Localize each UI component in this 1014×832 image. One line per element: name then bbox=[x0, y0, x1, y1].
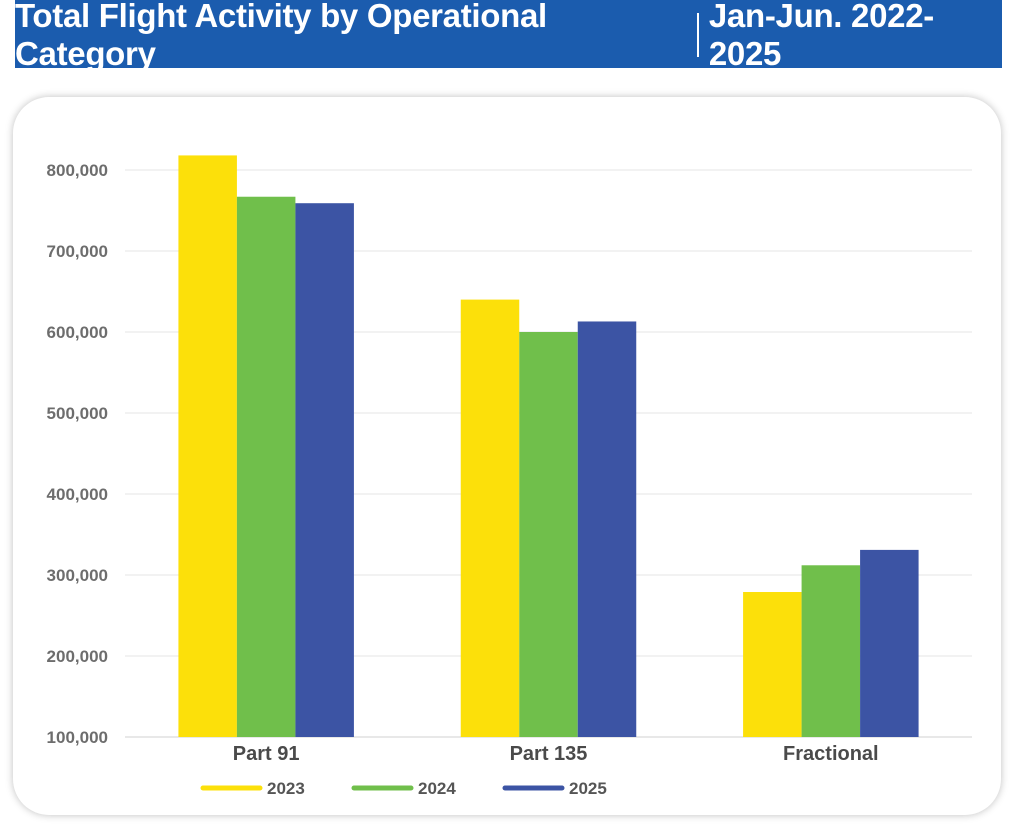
bar-2023 bbox=[460, 299, 520, 737]
bar-2025 bbox=[860, 549, 919, 737]
y-tick-label: 200,000 bbox=[47, 647, 108, 666]
chart-title-bar: Total Flight Activity by Operational Cat… bbox=[15, 0, 1002, 72]
bar-2025 bbox=[577, 321, 637, 737]
bar-2023 bbox=[178, 155, 237, 738]
bar-2023 bbox=[743, 592, 802, 737]
legend-label: 2025 bbox=[569, 779, 607, 798]
chart-title: Total Flight Activity by Operational Cat… bbox=[15, 0, 547, 72]
bar-2024 bbox=[236, 196, 296, 738]
legend: 2023 2024 2025 bbox=[200, 779, 607, 798]
chart-date-range: Jan-Jun. 2022-2025 bbox=[708, 0, 934, 72]
x-category-label: Part 91 bbox=[233, 743, 300, 765]
x-category-label: Part 135 bbox=[510, 743, 588, 765]
legend-label: 2023 bbox=[267, 779, 305, 798]
y-tick-label: 500,000 bbox=[47, 404, 108, 423]
y-tick-label: 600,000 bbox=[47, 323, 108, 342]
bar-2025 bbox=[295, 203, 354, 737]
y-tick-label: 400,000 bbox=[47, 485, 108, 504]
bar-2024 bbox=[519, 332, 578, 737]
title-separator bbox=[696, 13, 699, 57]
y-tick-label: 800,000 bbox=[47, 161, 108, 180]
y-axis: 100,000 200,000 300,000 400,000 500,000 600,0… bbox=[47, 161, 108, 747]
x-category-label: Fractional bbox=[783, 743, 879, 765]
legend-label: 2024 bbox=[418, 779, 456, 798]
y-tick-label: 100,000 bbox=[47, 728, 108, 747]
y-tick-label: 700,000 bbox=[47, 242, 108, 261]
bars bbox=[178, 155, 919, 738]
y-tick-label: 300,000 bbox=[47, 566, 108, 585]
x-axis: Part 91 Part 135 Fractional bbox=[233, 743, 879, 765]
bar-2024 bbox=[801, 565, 861, 737]
